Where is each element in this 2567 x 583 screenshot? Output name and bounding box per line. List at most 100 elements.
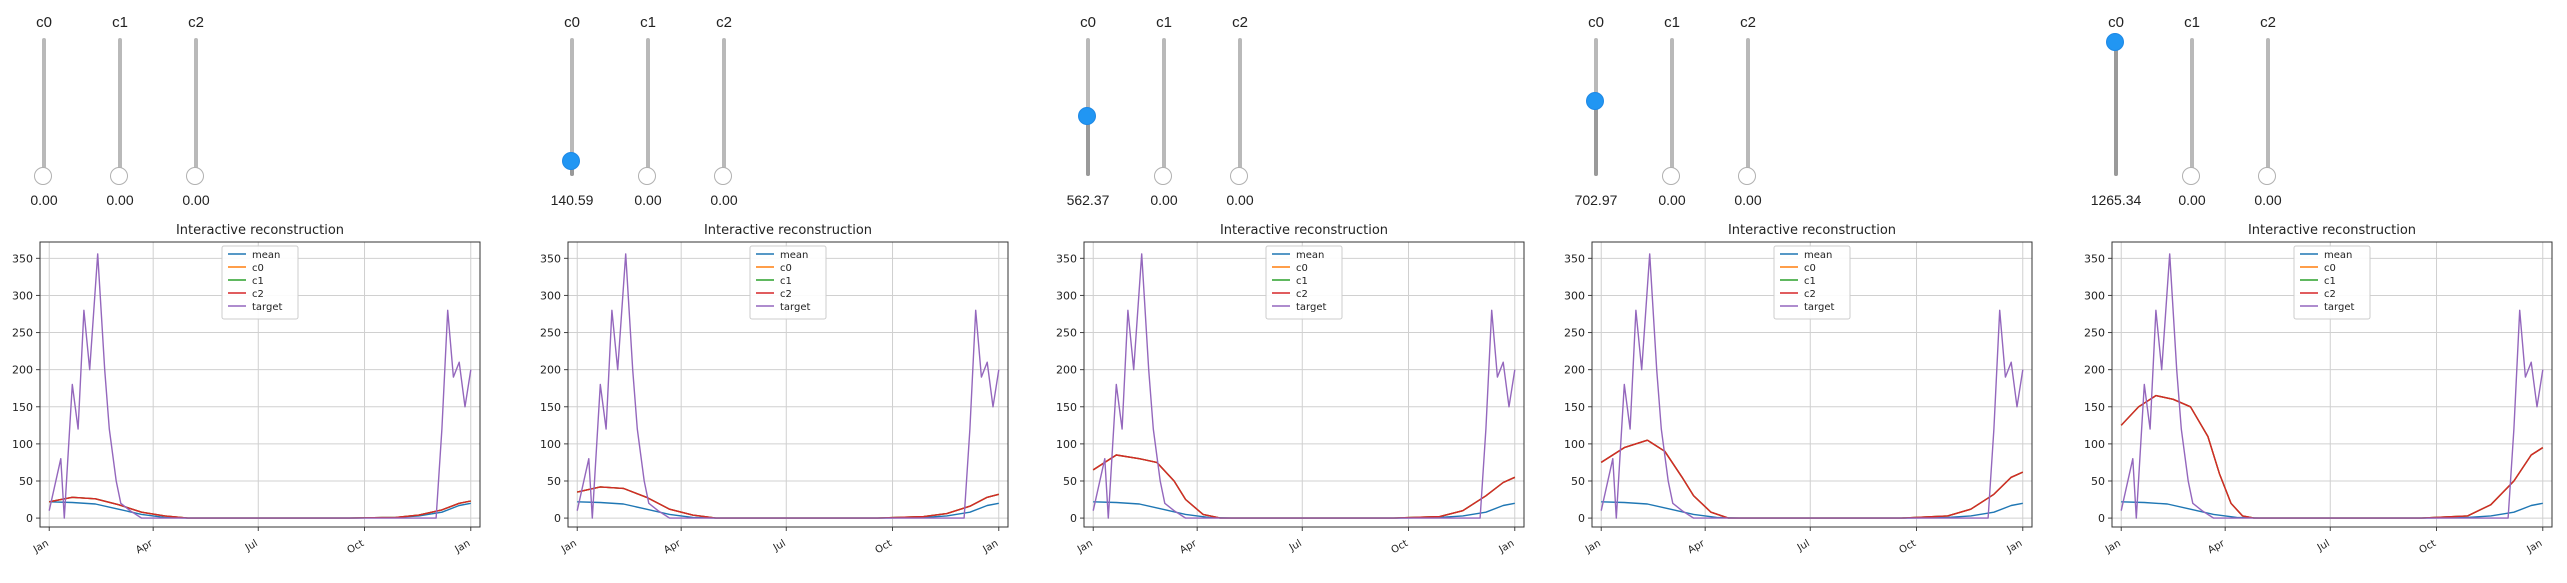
slider-c1[interactable]: c1 0.00 bbox=[2162, 0, 2222, 215]
x-tick-label: Jan bbox=[31, 538, 51, 556]
slider-label: c0 bbox=[1080, 14, 1096, 31]
slider-handle[interactable] bbox=[1078, 107, 1096, 126]
y-tick-label: 150 bbox=[2084, 401, 2105, 414]
legend: mean c0 c1 c2 target bbox=[749, 245, 827, 320]
y-tick-label: 50 bbox=[19, 475, 33, 488]
slider-handle[interactable] bbox=[562, 152, 580, 171]
chart-title: Interactive reconstruction bbox=[2248, 223, 2416, 238]
slider-label: c1 bbox=[112, 14, 128, 31]
slider-handle[interactable] bbox=[2106, 32, 2124, 51]
slider-label: c1 bbox=[1156, 14, 1172, 31]
series-lines bbox=[1092, 253, 1516, 519]
slider-handle[interactable] bbox=[714, 167, 732, 185]
y-tick-label: 250 bbox=[540, 327, 561, 340]
slider-label: c1 bbox=[640, 14, 656, 31]
slider-c0[interactable]: c0 1265.34 bbox=[2086, 0, 2146, 215]
legend-label: target bbox=[780, 302, 810, 313]
slider-track[interactable] bbox=[722, 38, 726, 176]
y-tick-label: 100 bbox=[2084, 438, 2105, 451]
panel-5: c0 1265.34 c1 0.00 c2 0.00 Interactive reconst… bbox=[2072, 0, 2562, 583]
y-tick-label: 300 bbox=[1056, 289, 1077, 302]
legend-label: c1 bbox=[252, 276, 264, 287]
slider-c2[interactable]: c2 0.00 bbox=[1210, 0, 1270, 215]
slider-handle[interactable] bbox=[2258, 167, 2276, 185]
slider-handle[interactable] bbox=[34, 167, 52, 185]
y-tick-label: 350 bbox=[1564, 252, 1585, 265]
y-tick-label: 200 bbox=[540, 364, 561, 377]
slider-handle[interactable] bbox=[1586, 92, 1604, 111]
slider-track[interactable] bbox=[1086, 38, 1090, 176]
slider-track[interactable] bbox=[1238, 38, 1242, 176]
chart-title: Interactive reconstruction bbox=[1728, 223, 1896, 238]
x-tick-label: Jul bbox=[2315, 538, 2332, 554]
legend-label: c2 bbox=[1296, 289, 1308, 300]
slider-fill bbox=[1594, 101, 1598, 176]
slider-label: c2 bbox=[1232, 14, 1248, 31]
legend-box bbox=[1773, 245, 1851, 320]
slider-handle[interactable] bbox=[1154, 167, 1172, 185]
legend-label: c2 bbox=[780, 289, 792, 300]
x-tick-label: Oct bbox=[1390, 538, 1411, 556]
slider-track[interactable] bbox=[570, 38, 574, 176]
y-tick-label: 250 bbox=[2084, 327, 2105, 340]
y-tick-label: 150 bbox=[12, 401, 33, 414]
slider-c0[interactable]: c0 0.00 bbox=[14, 0, 74, 215]
slider-value: 0.00 bbox=[634, 192, 662, 208]
legend-label: c0 bbox=[2324, 263, 2336, 274]
slider-handle[interactable] bbox=[2182, 167, 2200, 185]
y-tick-label: 100 bbox=[1564, 438, 1585, 451]
legend: mean c0 c1 c2 target bbox=[221, 245, 299, 320]
legend-label: c1 bbox=[780, 276, 792, 287]
slider-value: 0.00 bbox=[30, 192, 58, 208]
slider-track[interactable] bbox=[42, 38, 46, 176]
slider-track[interactable] bbox=[1670, 38, 1674, 176]
reconstruction-chart: Interactive reconstruction 0 50 100 150 200 25… bbox=[540, 223, 1009, 556]
slider-track[interactable] bbox=[646, 38, 650, 176]
slider-track[interactable] bbox=[118, 38, 122, 176]
legend-box bbox=[749, 245, 827, 320]
x-tick-label: Jan bbox=[2103, 538, 2123, 556]
slider-handle[interactable] bbox=[110, 167, 128, 185]
slider-handle[interactable] bbox=[638, 167, 656, 185]
slider-label: c0 bbox=[1588, 14, 1604, 31]
slider-c2[interactable]: c2 0.00 bbox=[166, 0, 226, 215]
plot-frame bbox=[39, 241, 481, 528]
slider-c1[interactable]: c1 0.00 bbox=[1134, 0, 1194, 215]
series-line-c0 bbox=[1092, 454, 1516, 519]
slider-c1[interactable]: c1 0.00 bbox=[1642, 0, 1702, 215]
slider-handle[interactable] bbox=[1662, 167, 1680, 185]
y-tick-label: 300 bbox=[12, 289, 33, 302]
y-tick-label: 350 bbox=[12, 252, 33, 265]
legend-label: mean bbox=[1804, 250, 1832, 261]
x-tick-label: Oct bbox=[874, 538, 895, 556]
slider-value: 0.00 bbox=[2254, 192, 2282, 208]
panel-3: c0 562.37 c1 0.00 c2 0.00 Interactive reconstr… bbox=[1044, 0, 1534, 583]
y-tick-label: 0 bbox=[554, 512, 561, 525]
slider-c0[interactable]: c0 702.97 bbox=[1566, 0, 1626, 215]
reconstruction-chart: Interactive reconstruction 0 50 100 150 200 25… bbox=[1564, 223, 2033, 556]
x-tick-label: Apr bbox=[1178, 538, 1199, 557]
slider-handle[interactable] bbox=[186, 167, 204, 185]
slider-c0[interactable]: c0 562.37 bbox=[1058, 0, 1118, 215]
slider-track[interactable] bbox=[194, 38, 198, 176]
slider-value: 702.97 bbox=[1574, 192, 1618, 208]
slider-track[interactable] bbox=[1746, 38, 1750, 176]
slider-c2[interactable]: c2 0.00 bbox=[1718, 0, 1778, 215]
slider-track[interactable] bbox=[1162, 38, 1166, 176]
legend-box bbox=[1265, 245, 1343, 320]
slider-handle[interactable] bbox=[1738, 167, 1756, 185]
x-tick-label: Jan bbox=[981, 538, 1001, 556]
slider-track[interactable] bbox=[2266, 38, 2270, 176]
slider-track[interactable] bbox=[2190, 38, 2194, 176]
series-lines bbox=[48, 253, 472, 519]
slider-c1[interactable]: c1 0.00 bbox=[618, 0, 678, 215]
slider-c2[interactable]: c2 0.00 bbox=[694, 0, 754, 215]
slider-value: 0.00 bbox=[2178, 192, 2206, 208]
slider-label: c2 bbox=[188, 14, 204, 31]
slider-handle[interactable] bbox=[1230, 167, 1248, 185]
plot-frame bbox=[1083, 241, 1525, 528]
x-tick-label: Jan bbox=[1497, 538, 1517, 556]
slider-c0[interactable]: c0 140.59 bbox=[542, 0, 602, 215]
slider-c1[interactable]: c1 0.00 bbox=[90, 0, 150, 215]
slider-c2[interactable]: c2 0.00 bbox=[2238, 0, 2298, 215]
